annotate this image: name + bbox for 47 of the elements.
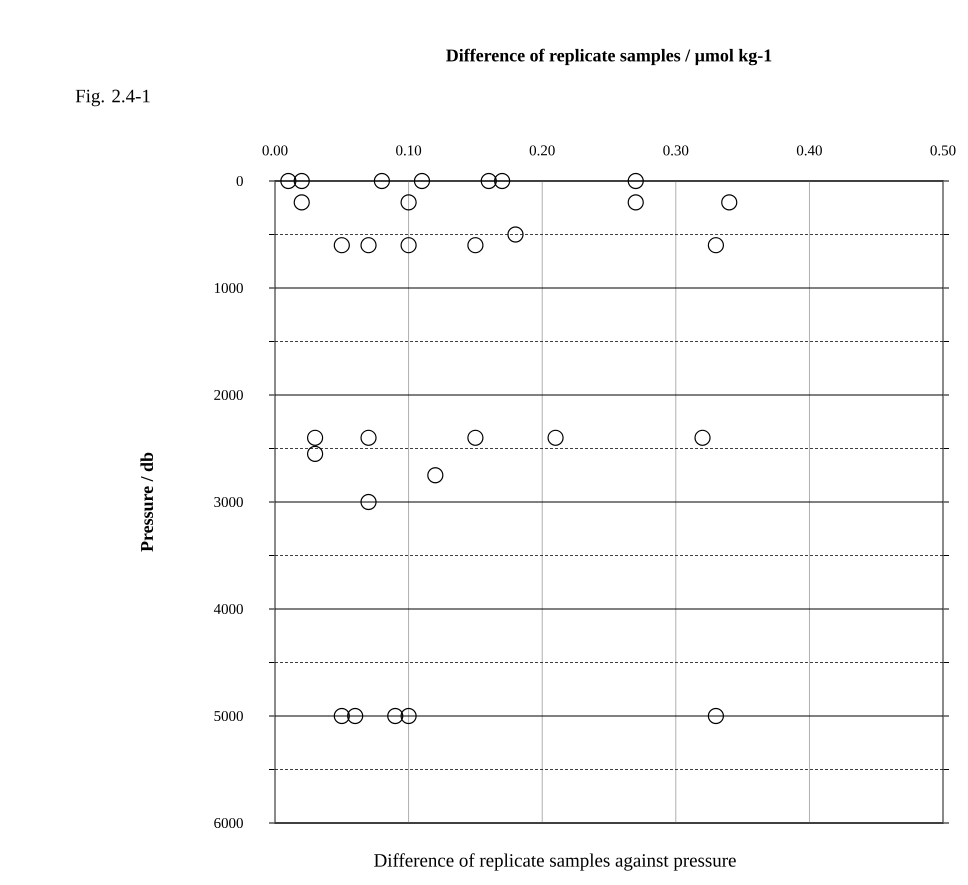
point — [708, 237, 724, 254]
point — [467, 430, 484, 446]
point — [467, 237, 484, 254]
point — [280, 172, 296, 190]
point — [360, 237, 377, 254]
point — [547, 430, 564, 446]
x-tick-label: 0.30 — [663, 145, 688, 156]
point — [400, 194, 417, 210]
x-axis-title: Difference of replicate samples / µmol kg-1 — [446, 48, 772, 66]
point — [414, 172, 430, 190]
y-tick-label: 4000 — [214, 604, 243, 614]
x-tick-label: 0.40 — [796, 145, 822, 156]
y-tick-label: 1000 — [214, 282, 243, 294]
y-tick-label: 3000 — [214, 496, 243, 508]
point — [400, 237, 417, 254]
point — [400, 708, 417, 724]
x-tick-label: 0.50 — [930, 145, 956, 156]
point — [387, 708, 404, 724]
point — [694, 430, 711, 446]
point — [480, 172, 497, 190]
point — [628, 172, 644, 190]
text: Difference of replicate samples against pressure — [374, 853, 736, 871]
point — [374, 172, 390, 190]
point — [306, 430, 324, 446]
y-tick-label: 0 — [236, 176, 243, 186]
point — [721, 194, 738, 210]
x-tick-label: 0.10 — [396, 145, 422, 156]
point — [507, 226, 524, 243]
point — [347, 708, 364, 724]
y-axis-title: Pressure / db — [140, 452, 154, 552]
point — [334, 708, 350, 724]
point — [494, 172, 510, 190]
point — [294, 172, 310, 190]
x-tick-label: 0.00 — [262, 145, 288, 156]
point — [628, 194, 644, 210]
point — [360, 494, 377, 510]
point — [294, 194, 310, 210]
point — [334, 237, 350, 254]
x-tick-label: 0.20 — [530, 145, 555, 156]
y-tick-label: 6000 — [214, 818, 243, 828]
caption: Fig. 2.4-1 — [76, 90, 150, 106]
point — [708, 708, 724, 724]
point — [427, 467, 444, 484]
point — [306, 446, 324, 462]
point — [360, 430, 377, 446]
y-tick-label: 5000 — [214, 710, 243, 722]
y-tick-label: 2000 — [214, 390, 243, 400]
